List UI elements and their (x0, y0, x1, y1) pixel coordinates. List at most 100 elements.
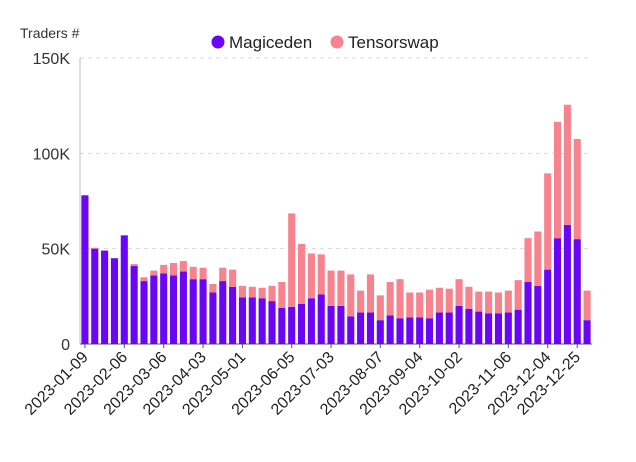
bar-tensorswap[interactable] (297, 243, 306, 304)
bar-magiceden[interactable] (396, 318, 404, 344)
bar-tensorswap[interactable] (91, 247, 99, 249)
bar-magiceden[interactable] (376, 320, 384, 344)
bar-tensorswap[interactable] (209, 283, 217, 293)
bar-tensorswap[interactable] (347, 274, 355, 317)
bar-tensorswap[interactable] (307, 253, 315, 299)
bar-tensorswap[interactable] (229, 269, 237, 287)
bar-magiceden[interactable] (416, 317, 424, 344)
bar-tensorswap[interactable] (169, 262, 178, 276)
bar-tensorswap[interactable] (140, 277, 148, 282)
bar-magiceden[interactable] (288, 306, 296, 344)
bar-tensorswap[interactable] (514, 280, 522, 310)
bar-magiceden[interactable] (179, 271, 187, 344)
bar-tensorswap[interactable] (357, 290, 365, 313)
bar-magiceden[interactable] (101, 250, 109, 344)
bar-magiceden[interactable] (130, 265, 138, 344)
bar-magiceden[interactable] (150, 275, 158, 344)
bar-magiceden[interactable] (425, 318, 434, 344)
bar-magiceden[interactable] (169, 275, 178, 344)
bar-tensorswap[interactable] (258, 287, 266, 299)
bar-tensorswap[interactable] (327, 270, 335, 306)
bar-magiceden[interactable] (229, 286, 237, 344)
bar-magiceden[interactable] (475, 311, 483, 344)
bar-tensorswap[interactable] (179, 261, 187, 272)
bar-tensorswap[interactable] (544, 173, 552, 270)
bar-magiceden[interactable] (199, 279, 207, 344)
legend-item-magiceden[interactable]: Magiceden (211, 33, 313, 52)
bar-magiceden[interactable] (406, 317, 414, 344)
bar-tensorswap[interactable] (238, 285, 247, 298)
bar-tensorswap[interactable] (199, 267, 207, 280)
bar-magiceden[interactable] (268, 301, 276, 344)
bar-magiceden[interactable] (465, 308, 473, 344)
bar-magiceden[interactable] (81, 195, 89, 344)
bar-magiceden[interactable] (445, 312, 453, 344)
bar-magiceden[interactable] (534, 285, 542, 344)
bar-tensorswap[interactable] (248, 286, 256, 298)
bar-magiceden[interactable] (386, 315, 394, 344)
bar-tensorswap[interactable] (485, 291, 493, 314)
bar-magiceden[interactable] (307, 298, 315, 344)
bar-tensorswap[interactable] (494, 292, 503, 314)
bar-magiceden[interactable] (544, 269, 552, 344)
bar-magiceden[interactable] (219, 281, 227, 344)
bar-magiceden[interactable] (258, 298, 266, 344)
bar-magiceden[interactable] (160, 273, 168, 344)
bar-tensorswap[interactable] (219, 267, 227, 282)
bar-tensorswap[interactable] (406, 292, 414, 318)
bar-tensorswap[interactable] (386, 282, 394, 316)
bar-tensorswap[interactable] (534, 231, 542, 286)
bar-tensorswap[interactable] (150, 270, 158, 276)
bar-tensorswap[interactable] (563, 104, 571, 225)
bar-tensorswap[interactable] (445, 288, 453, 313)
bar-tensorswap[interactable] (504, 290, 512, 313)
bar-tensorswap[interactable] (288, 213, 296, 307)
bar-magiceden[interactable] (524, 282, 532, 344)
bar-magiceden[interactable] (347, 316, 355, 344)
bar-magiceden[interactable] (238, 297, 247, 344)
bar-magiceden[interactable] (357, 312, 365, 344)
legend-item-tensorswap[interactable]: Tensorswap (330, 33, 439, 52)
bar-tensorswap[interactable] (278, 282, 286, 308)
bar-magiceden[interactable] (494, 313, 503, 344)
bar-magiceden[interactable] (455, 305, 463, 344)
bar-magiceden[interactable] (297, 303, 306, 344)
bar-magiceden[interactable] (120, 235, 128, 344)
bar-magiceden[interactable] (110, 258, 119, 344)
bar-tensorswap[interactable] (396, 279, 404, 319)
bar-magiceden[interactable] (278, 307, 286, 344)
bar-magiceden[interactable] (366, 312, 375, 344)
bar-tensorswap[interactable] (573, 139, 581, 240)
bar-magiceden[interactable] (553, 238, 562, 344)
bar-magiceden[interactable] (209, 292, 217, 344)
bar-magiceden[interactable] (563, 224, 571, 344)
bar-tensorswap[interactable] (416, 292, 424, 318)
bar-magiceden[interactable] (514, 309, 522, 344)
bar-tensorswap[interactable] (465, 286, 473, 309)
bar-tensorswap[interactable] (337, 270, 345, 306)
bar-tensorswap[interactable] (366, 274, 375, 313)
bar-magiceden[interactable] (248, 297, 256, 344)
bar-tensorswap[interactable] (583, 290, 591, 321)
bar-magiceden[interactable] (91, 248, 99, 344)
bar-tensorswap[interactable] (455, 279, 463, 306)
bar-tensorswap[interactable] (425, 289, 434, 319)
bar-tensorswap[interactable] (268, 285, 276, 302)
bar-magiceden[interactable] (317, 294, 325, 344)
bar-magiceden[interactable] (189, 279, 197, 344)
bar-tensorswap[interactable] (317, 254, 325, 295)
bar-tensorswap[interactable] (160, 264, 168, 274)
bar-magiceden[interactable] (327, 305, 335, 344)
bar-tensorswap[interactable] (189, 266, 197, 280)
bar-magiceden[interactable] (573, 239, 581, 344)
bar-tensorswap[interactable] (435, 287, 443, 313)
bar-tensorswap[interactable] (130, 263, 138, 266)
bar-tensorswap[interactable] (475, 291, 483, 312)
bar-magiceden[interactable] (337, 305, 345, 344)
bar-tensorswap[interactable] (553, 121, 562, 239)
bar-tensorswap[interactable] (376, 295, 384, 321)
bar-magiceden[interactable] (435, 312, 443, 344)
bar-magiceden[interactable] (140, 281, 148, 344)
bar-magiceden[interactable] (504, 312, 512, 344)
bar-tensorswap[interactable] (524, 238, 532, 283)
